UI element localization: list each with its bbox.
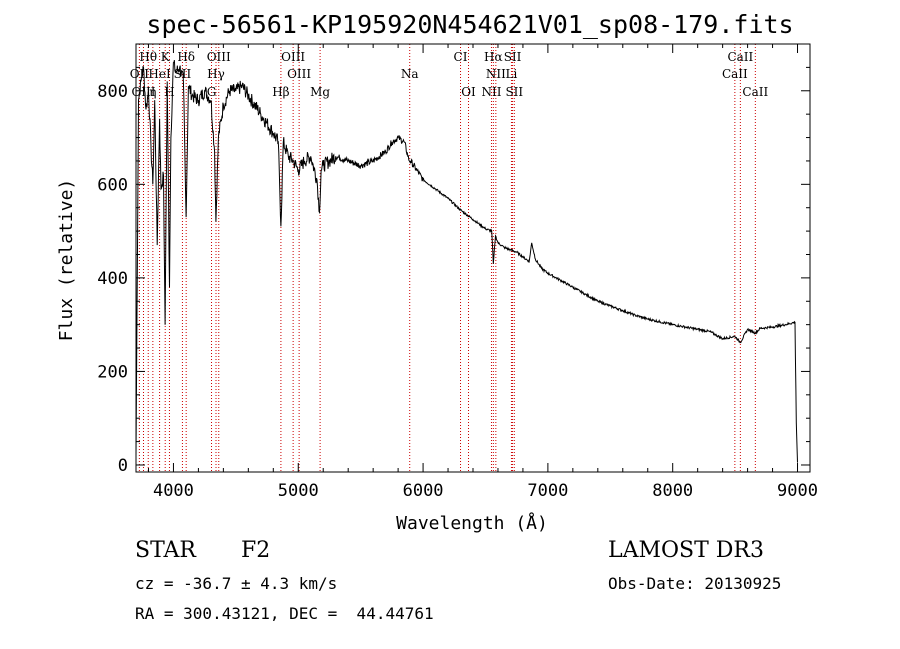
- x-tick-label: 8000: [652, 481, 693, 501]
- redshift-text: cz = -36.7 ± 4.3 km/s: [135, 574, 338, 593]
- line-marker-label: CaII: [742, 85, 768, 99]
- y-tick-label: 400: [97, 269, 128, 289]
- coordinates: RA = 300.43121, DEC = 44.44761: [135, 604, 434, 623]
- emission-line-markers: [138, 44, 756, 472]
- line-marker-label: Na: [401, 67, 419, 81]
- object-subclass: F2: [241, 538, 271, 563]
- object-class: STAR: [135, 538, 196, 563]
- line-marker-label: Hγ: [207, 67, 225, 81]
- chart-title: spec-56561-KP195920N454621V01_sp08-179.f…: [146, 10, 793, 39]
- x-tick-label: 5000: [278, 481, 319, 501]
- line-marker-label: OIII: [131, 85, 155, 99]
- y-tick-label: 0: [118, 456, 128, 476]
- x-tick-label: 4000: [153, 481, 194, 501]
- spectrum-line: [135, 59, 798, 463]
- line-marker-label: OI: [461, 85, 476, 99]
- line-marker-label: HeI: [148, 67, 171, 81]
- line-marker-label: NII: [486, 67, 506, 81]
- y-tick-label: 200: [97, 362, 128, 382]
- x-tick-label: 7000: [527, 481, 568, 501]
- line-marker-label: G: [207, 85, 217, 99]
- line-marker-label: Hα: [484, 50, 503, 64]
- x-axis-label: Wavelength (Å): [396, 512, 548, 534]
- line-marker-label: CI: [454, 50, 468, 64]
- line-marker-label: Hθ: [139, 50, 157, 64]
- line-marker-label: OIII: [281, 50, 305, 64]
- x-tick-label: 6000: [403, 481, 444, 501]
- y-axis: 0 200 400 600 800: [97, 66, 810, 476]
- line-marker-label: OIII: [287, 67, 311, 81]
- line-marker-label: Li: [506, 67, 518, 81]
- line-marker-label: K: [161, 50, 171, 64]
- line-marker-label: SII: [504, 50, 522, 64]
- y-tick-label: 600: [97, 175, 128, 195]
- line-marker-label: SII: [505, 85, 523, 99]
- x-tick-label: 9000: [777, 481, 818, 501]
- line-marker-label: OIII: [207, 50, 231, 64]
- plot-frame: [135, 43, 811, 473]
- y-axis-label: Flux (relative): [56, 179, 77, 342]
- line-marker-label: η: [149, 85, 156, 99]
- line-marker-label: H: [164, 85, 174, 99]
- line-marker-label: Mg: [310, 85, 330, 99]
- line-marker-label: Hδ: [177, 50, 195, 64]
- survey-name: LAMOST DR3: [608, 538, 764, 563]
- line-marker-label: NII: [481, 85, 501, 99]
- line-marker-label: OII: [130, 67, 150, 81]
- line-marker-label: Hβ: [272, 85, 289, 99]
- x-axis: 4000 5000 6000 7000 8000 9000: [147, 44, 818, 501]
- line-marker-label: CaII: [722, 67, 748, 81]
- line-marker-label: CaII: [727, 50, 753, 64]
- obs-date: Obs-Date: 20130925: [608, 574, 782, 593]
- y-tick-label: 800: [97, 82, 128, 102]
